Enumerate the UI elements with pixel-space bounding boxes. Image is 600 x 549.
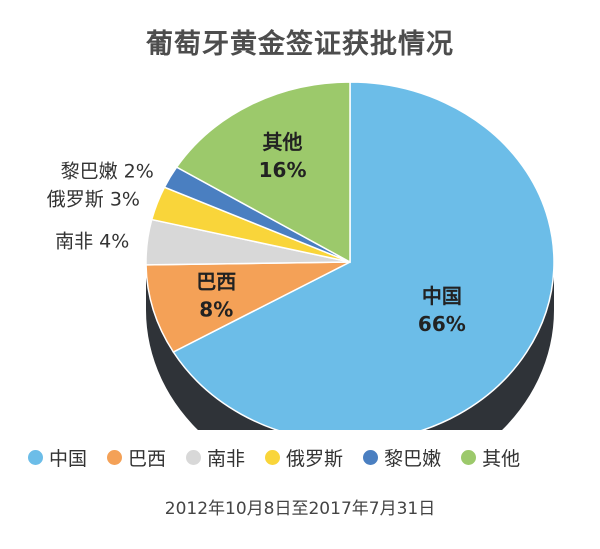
- legend-swatch-4: [363, 450, 379, 465]
- legend-item-1: 巴西: [107, 444, 166, 471]
- slice-label-value-0: 66%: [418, 312, 466, 336]
- slice-label-name-0: 中国: [422, 284, 462, 308]
- legend-label-1: 巴西: [128, 448, 167, 470]
- legend-label-2: 南非: [207, 448, 246, 470]
- legend-swatch-3: [265, 450, 281, 465]
- date-range-note: 2012年10月8日至2017年7月31日: [164, 499, 436, 519]
- slice-label-outside-2: 南非 4%: [55, 230, 129, 252]
- slice-label-value-5: 16%: [259, 158, 307, 182]
- legend-label-3: 俄罗斯: [286, 448, 344, 470]
- pie-slice-0: [172, 81, 555, 430]
- slice-label-outside-4: 黎巴嫩 2%: [61, 160, 154, 182]
- slice-label-name-5: 其他: [263, 130, 303, 154]
- legend-item-0: 中国: [28, 444, 87, 471]
- legend-swatch-2: [186, 450, 202, 465]
- pie-depth-side: [146, 262, 554, 430]
- pie-slice-1: [145, 261, 351, 353]
- slice-label-outside-3: 俄罗斯 3%: [47, 189, 140, 211]
- legend-item-4: 黎巴嫩: [363, 444, 441, 471]
- pie-chart: 中国 66% 巴西 8% 南非 4% 俄罗斯 3% 黎巴嫩 2% 其他 16%: [47, 81, 555, 430]
- legend-label-4: 黎巴嫩: [384, 448, 442, 470]
- legend-label-5: 其他: [482, 448, 521, 470]
- legend-label-0: 中国: [49, 448, 88, 470]
- legend-item-3: 俄罗斯: [265, 444, 343, 471]
- pie-slice-5: [175, 81, 351, 264]
- legend-item-2: 南非: [186, 444, 245, 471]
- legend-swatch-5: [461, 450, 477, 465]
- slice-label-value-1: 8%: [199, 298, 233, 322]
- legend: 中国 巴西 南非 俄罗斯 黎巴嫩 其他: [28, 444, 588, 471]
- slice-label-name-1: 巴西: [196, 270, 236, 294]
- legend-item-5: 其他: [461, 444, 520, 471]
- chart-title: 葡萄牙黄金签证获批情况: [146, 29, 454, 60]
- legend-swatch-0: [28, 450, 43, 465]
- legend-swatch-1: [107, 450, 123, 465]
